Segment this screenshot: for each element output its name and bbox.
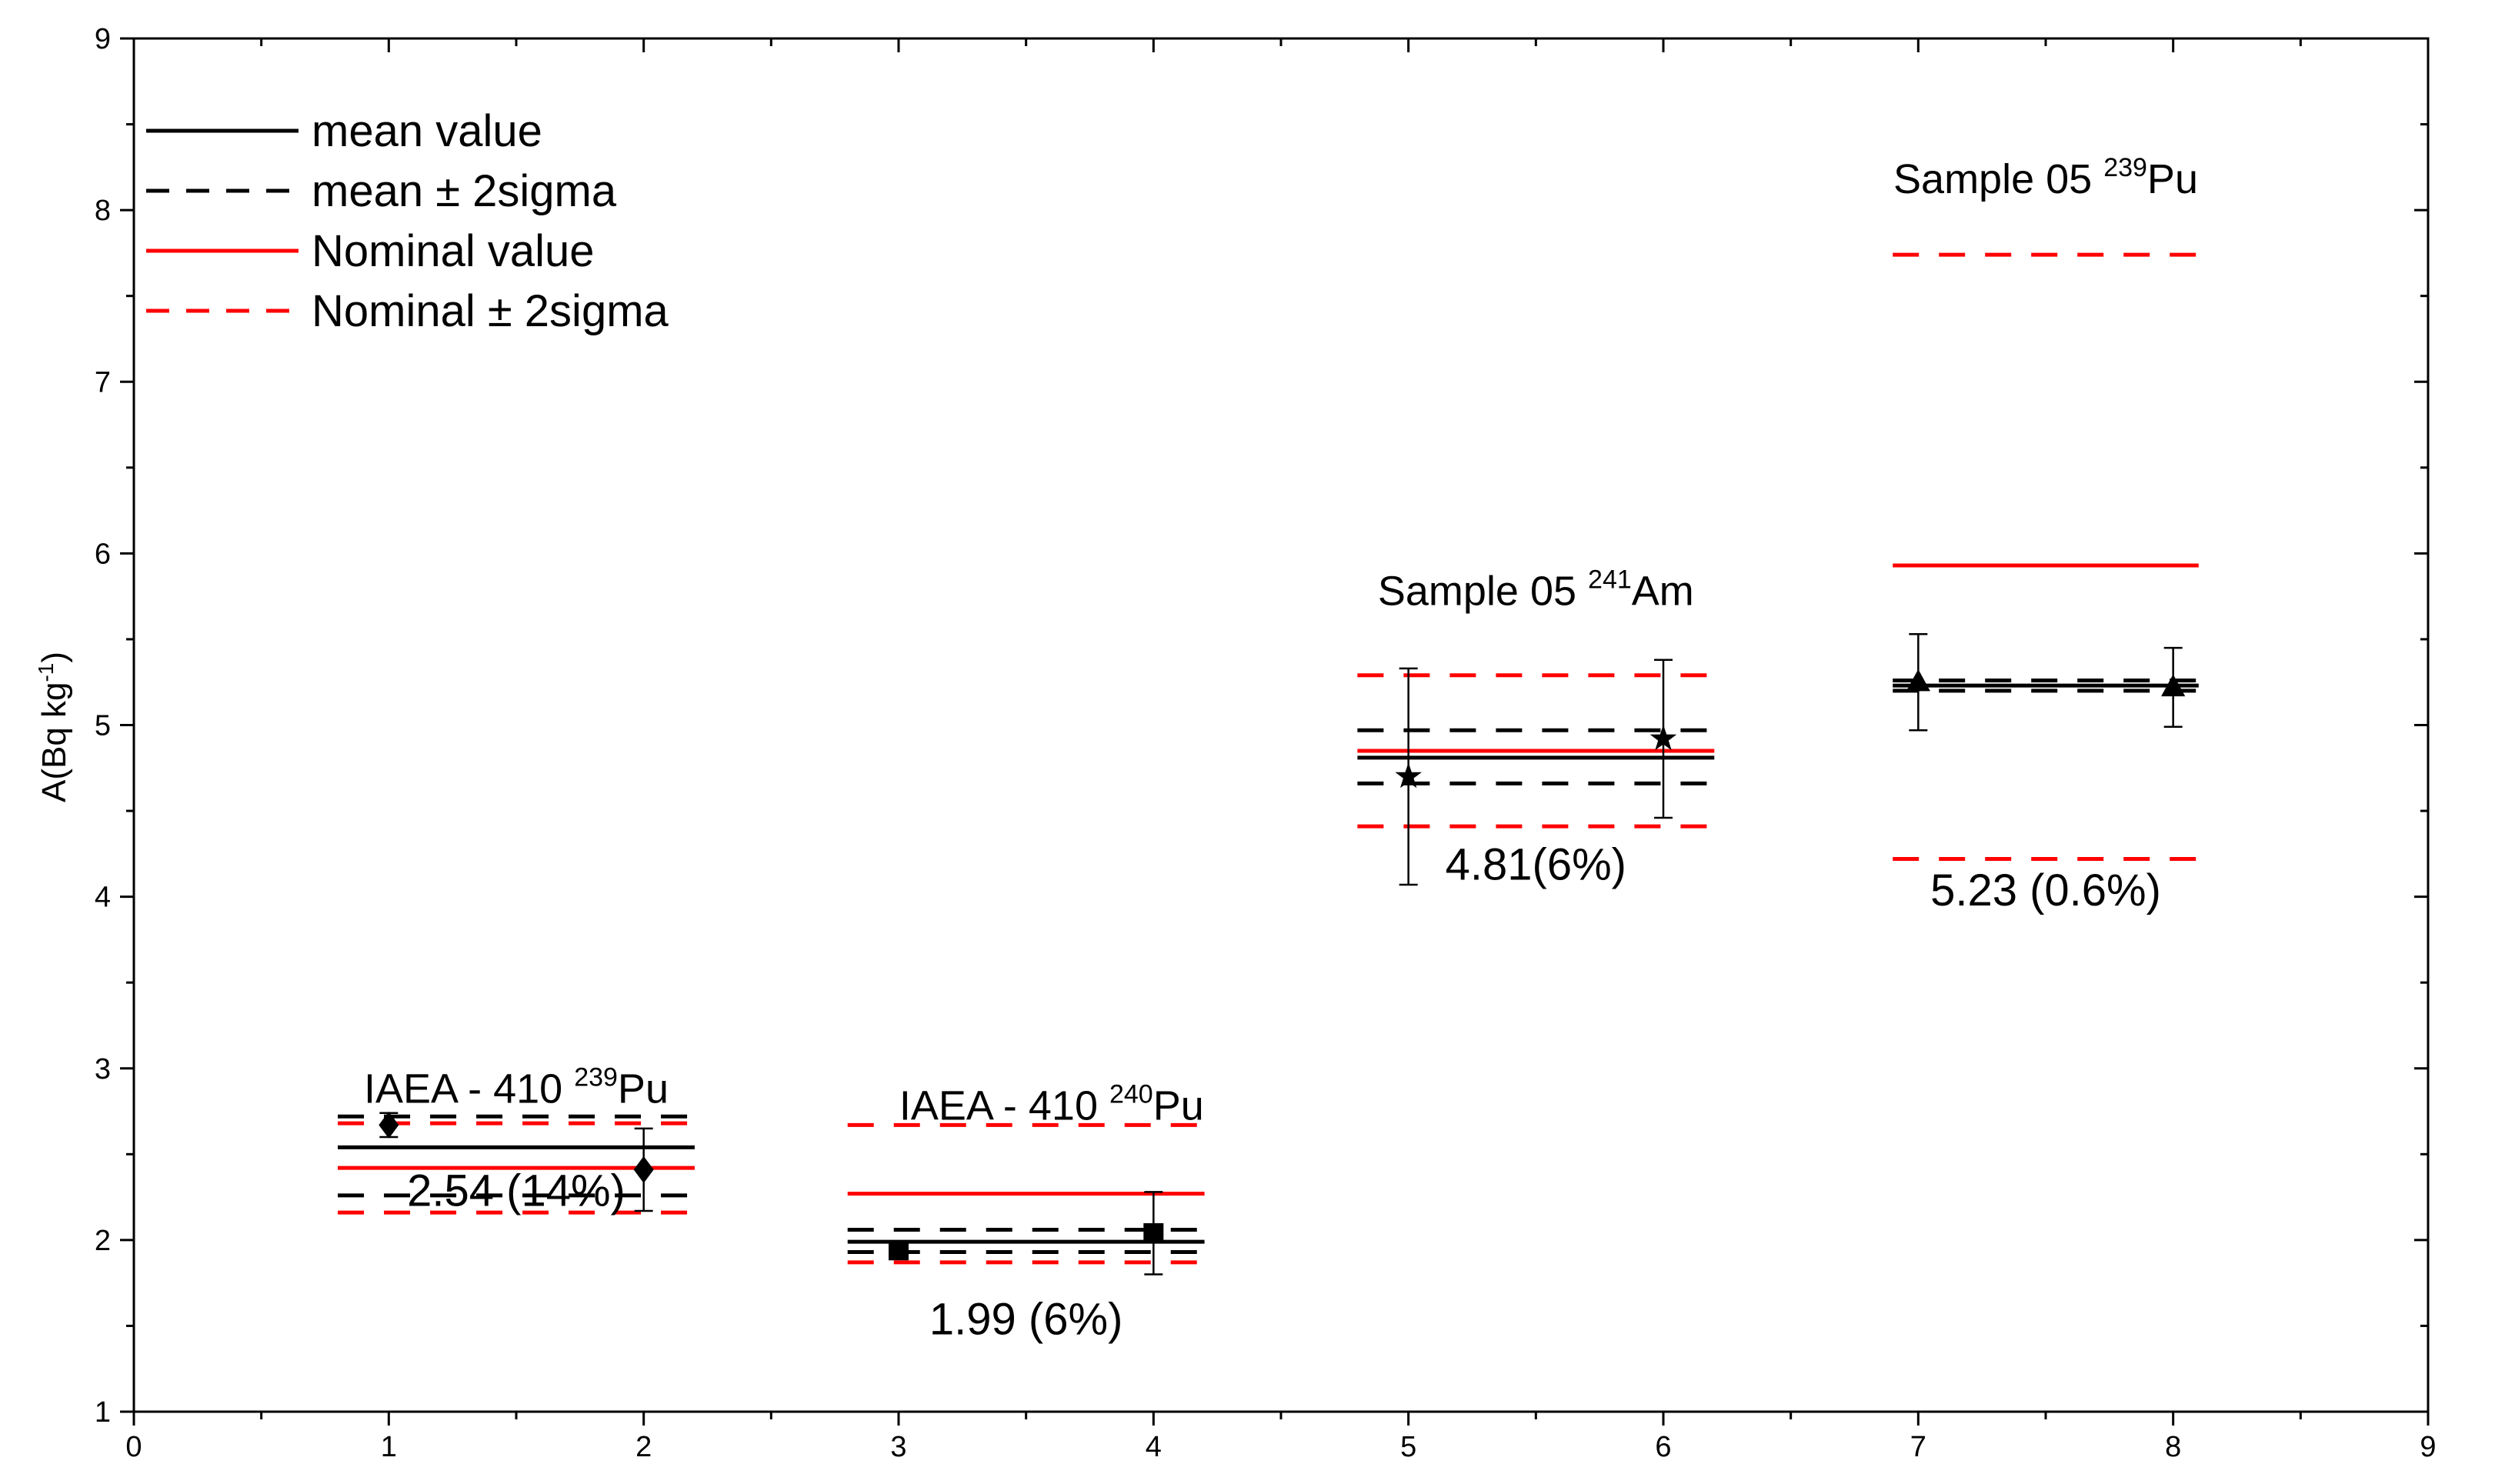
y-axis-label-sup: -1 xyxy=(34,663,58,682)
legend: mean value mean ± 2sigma Nominal value Nomi… xyxy=(146,106,669,336)
x-tick-label: 4 xyxy=(1146,1431,1162,1463)
y-axis-label-end: ) xyxy=(35,652,73,663)
group-label-main: Sample 05 xyxy=(1893,156,2103,202)
x-tick-label: 2 xyxy=(635,1431,652,1463)
y-tick-label: 8 xyxy=(95,195,111,227)
y-tick-label: 1 xyxy=(95,1396,111,1429)
legend-label-4: Nominal ± 2sigma xyxy=(312,286,669,336)
group-label-isotope-mass: 239 xyxy=(574,1062,618,1092)
y-axis-label-main: A(Bq kg xyxy=(35,682,73,803)
y-tick-label: 4 xyxy=(95,882,111,914)
y-tick-label: 9 xyxy=(95,23,111,55)
group-label: IAEA - 410 240Pu xyxy=(899,1080,1204,1129)
legend-label-1: mean value xyxy=(312,106,542,156)
star-marker xyxy=(1649,725,1677,751)
x-tick-label: 7 xyxy=(1910,1431,1926,1463)
group-label-main: Sample 05 xyxy=(1378,568,1588,614)
triangle-marker xyxy=(2161,674,2186,697)
y-tick-label: 5 xyxy=(95,710,111,742)
data-points xyxy=(379,632,2186,1276)
group-label-element: Pu xyxy=(1153,1083,1204,1129)
group-label: IAEA - 410 239Pu xyxy=(364,1062,669,1112)
group-label-element: Am xyxy=(1632,568,1694,614)
y-tick-label: 7 xyxy=(95,366,111,399)
group-summary: 4.81(6%) xyxy=(1446,839,1626,889)
group-label-element: Pu xyxy=(2147,156,2198,202)
group-label-isotope-mass: 240 xyxy=(1109,1080,1153,1109)
group-label-isotope-mass: 239 xyxy=(2103,153,2147,182)
square-marker xyxy=(889,1240,909,1261)
x-tick-label: 0 xyxy=(125,1431,142,1463)
x-tick-label: 1 xyxy=(381,1431,397,1463)
square-marker xyxy=(1143,1222,1164,1243)
y-tick-label: 6 xyxy=(95,538,111,570)
x-tick-label: 5 xyxy=(1400,1431,1416,1463)
group-label: Sample 05 241Am xyxy=(1378,565,1694,614)
group-summary: 5.23 (0.6%) xyxy=(1930,865,2161,915)
x-tick-label: 3 xyxy=(890,1431,906,1463)
diamond-marker xyxy=(379,1111,399,1139)
y-tick-label: 2 xyxy=(95,1225,111,1257)
star-marker xyxy=(1395,762,1422,789)
y-tick-label: 3 xyxy=(95,1053,111,1085)
axis-ticks xyxy=(120,37,2430,1426)
x-tick-label: 9 xyxy=(2420,1431,2436,1463)
group-label-main: IAEA - 410 xyxy=(364,1065,574,1112)
diamond-marker xyxy=(633,1156,654,1183)
legend-label-3: Nominal value xyxy=(312,226,595,276)
group-label-isotope-mass: 241 xyxy=(1588,565,1632,594)
group-summary: 1.99 (6%) xyxy=(929,1295,1122,1345)
group-label: Sample 05 239Pu xyxy=(1893,153,2198,202)
triangle-marker xyxy=(1906,669,1930,692)
legend-label-2: mean ± 2sigma xyxy=(312,166,617,216)
y-axis-label: A(Bq kg-1) xyxy=(34,652,73,802)
group-summary: 2.54 (14%) xyxy=(407,1166,625,1216)
group-label-element: Pu xyxy=(618,1065,669,1112)
x-tick-label: 6 xyxy=(1655,1431,1671,1463)
reference-lines xyxy=(338,252,2199,1265)
x-tick-label: 8 xyxy=(2165,1431,2181,1463)
group-label-main: IAEA - 410 xyxy=(899,1083,1109,1129)
